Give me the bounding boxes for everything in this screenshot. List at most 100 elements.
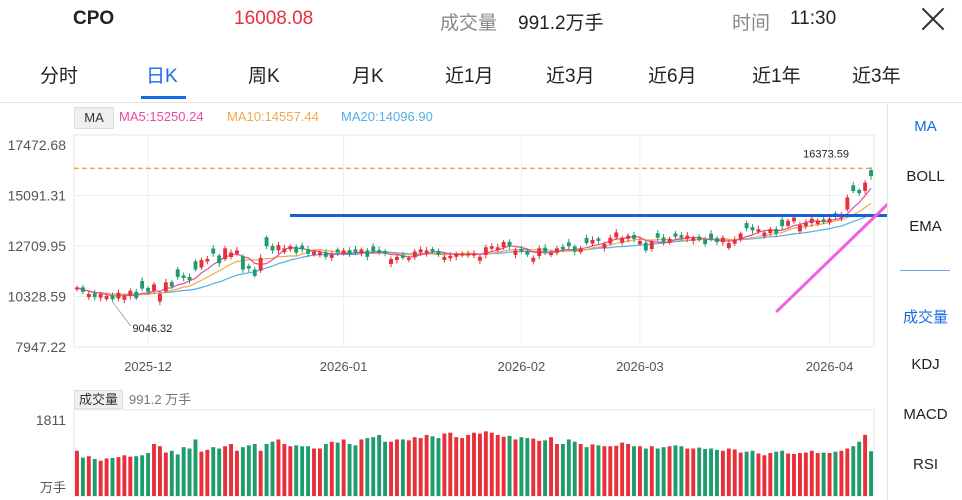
tab-weekly-k[interactable]: 周K: [248, 66, 280, 87]
candle-body: [626, 235, 631, 239]
x-tick-label: 2026-02: [498, 359, 546, 374]
volume-bar: [365, 438, 370, 496]
volume-bar: [738, 452, 743, 496]
tab-intraday[interactable]: 分时: [40, 66, 79, 87]
candle-body: [768, 229, 773, 234]
ma5-line: [76, 187, 872, 297]
candle-body: [720, 237, 725, 243]
tab-6-months[interactable]: 近6月: [648, 66, 697, 87]
candle-body: [732, 239, 737, 244]
volume-bar: [578, 443, 583, 496]
y-tick-label: 7947.22: [15, 339, 66, 355]
tab-1-month[interactable]: 近1月: [445, 66, 494, 87]
volume-bar: [157, 446, 162, 496]
volume-bar: [673, 445, 678, 496]
sidebar-item-ema[interactable]: EMA: [909, 218, 942, 235]
volume-bar: [406, 440, 411, 496]
volume-bar: [335, 442, 340, 496]
volume-bar: [709, 448, 713, 496]
sidebar-item-ma[interactable]: MA: [914, 118, 937, 135]
volume-bar: [555, 443, 559, 496]
volume-bar: [323, 443, 328, 496]
candle-body: [430, 248, 435, 252]
candle-body: [169, 282, 174, 287]
candle-body: [235, 250, 239, 254]
candlestick-chart: 17472.68 15091.31 12709.95 10328.59 7947.22 2…: [8, 134, 962, 497]
candle-body: [667, 238, 672, 243]
candle-body: [602, 244, 607, 248]
candle-body: [477, 256, 482, 261]
candle-body: [750, 227, 755, 231]
volume-bar: [643, 448, 648, 496]
volume-bar: [276, 439, 281, 496]
sidebar-item-volume[interactable]: 成交量: [902, 309, 948, 326]
volume-bar: [92, 458, 97, 496]
candle-body: [104, 296, 109, 300]
volume-bar: [116, 457, 121, 496]
close-icon[interactable]: [918, 4, 948, 34]
volume-bar: [762, 455, 767, 496]
volume-bar: [175, 454, 180, 496]
volume-bar: [596, 445, 601, 496]
period-tabs: 分时 日K 周K 月K 近1月 近3月 近6月 近1年 近3年: [0, 50, 962, 103]
candle-body: [252, 269, 257, 276]
volume-bar: [809, 450, 814, 496]
candle-body: [264, 237, 269, 247]
sidebar-item-rsi[interactable]: RSI: [912, 456, 938, 473]
volume-bar: [560, 443, 565, 496]
tab-3-months[interactable]: 近3月: [546, 66, 595, 87]
candle-body: [525, 250, 530, 255]
volume-bar: [667, 446, 672, 496]
volume-bar: [472, 432, 476, 496]
candle-body: [110, 295, 115, 300]
candle-body: [649, 241, 654, 249]
volume-bar: [543, 440, 548, 496]
volume-bar: [833, 451, 838, 496]
volume-bar: [128, 456, 133, 496]
tab-daily-k[interactable]: 日K: [146, 66, 178, 87]
volume-bar: [300, 446, 305, 496]
volume-y-tick-label: 1811: [36, 412, 66, 428]
candle-body: [412, 251, 417, 258]
sidebar-item-kdj[interactable]: KDJ: [911, 356, 940, 373]
candle-body: [175, 269, 180, 277]
volume-bar: [797, 453, 802, 496]
candle-body: [217, 255, 222, 264]
tab-1-year[interactable]: 近1年: [752, 66, 801, 87]
candle-body: [282, 248, 287, 253]
candle-body: [584, 237, 589, 244]
volume-bar: [152, 443, 156, 496]
candle-body: [116, 292, 121, 299]
ma-indicator-label[interactable]: MA: [74, 107, 114, 129]
x-tick-label: 2025-12: [124, 359, 172, 374]
candle-body: [620, 237, 625, 243]
volume-panel-value: 991.2 万手: [129, 392, 192, 407]
volume-bar: [608, 446, 613, 496]
candle-body: [246, 265, 251, 269]
sidebar-item-boll[interactable]: BOLL: [906, 168, 945, 185]
volume-bar: [661, 447, 666, 496]
candle-body: [406, 257, 411, 260]
volume-bar: [258, 450, 263, 496]
candle-body: [549, 252, 553, 256]
candle-body: [608, 237, 613, 244]
candle-body: [715, 238, 719, 242]
candle-body: [181, 275, 186, 279]
volume-bar: [211, 447, 216, 496]
volume-bar: [602, 446, 607, 496]
tab-monthly-k[interactable]: 月K: [352, 66, 384, 87]
x-tick-label: 2026-03: [616, 359, 664, 374]
candle-body: [697, 236, 702, 240]
volume-bar: [246, 445, 251, 496]
candle-body: [86, 293, 91, 298]
candle-body: [365, 250, 370, 257]
volume-bar: [122, 455, 127, 496]
volume-bar: [359, 439, 364, 496]
candle-body: [537, 248, 542, 256]
volume-bar: [329, 441, 334, 496]
tab-3-years[interactable]: 近3年: [852, 66, 901, 87]
candle-body: [122, 296, 127, 300]
volume-bar: [507, 435, 512, 496]
ma10-line: [76, 202, 872, 296]
sidebar-item-macd[interactable]: MACD: [903, 406, 948, 423]
